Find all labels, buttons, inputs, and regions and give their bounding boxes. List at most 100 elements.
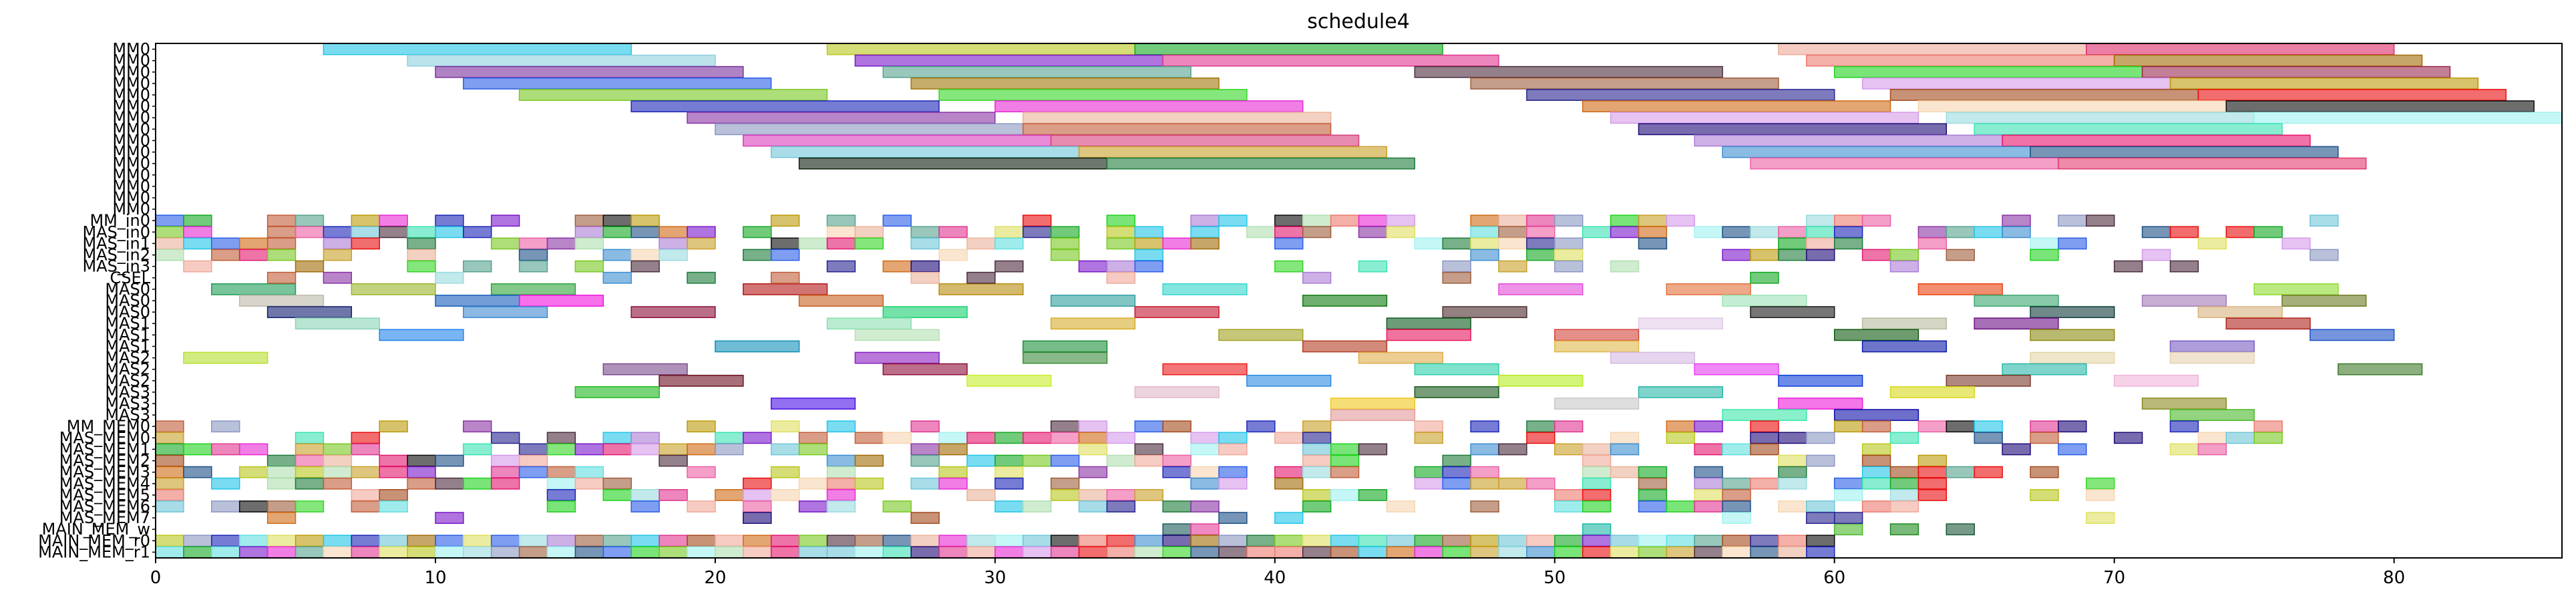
y-tick-label: MM0	[112, 86, 150, 104]
slot-bar-20-27	[910, 271, 940, 284]
slot-bar-33-32	[1050, 420, 1080, 433]
slot-bar-34-12	[490, 432, 520, 444]
slot-bar-44-32	[1050, 546, 1080, 559]
slot-bar-15-15	[574, 214, 604, 227]
bar-75	[1134, 306, 1220, 319]
slot-bar-18-3	[238, 249, 268, 261]
slot-bar-40-14	[546, 500, 576, 512]
slot-bar-36-0	[155, 454, 184, 467]
bar-125	[1414, 386, 1499, 398]
bar-22	[1526, 89, 1835, 101]
bar-88	[379, 329, 464, 341]
bar-112	[1414, 363, 1499, 375]
slot-bar-16-7	[351, 226, 380, 239]
slot-bar-39-32	[1050, 489, 1080, 501]
slot-bar-40-59	[1806, 500, 1835, 512]
slot-bar-44-19	[687, 546, 716, 559]
slot-bar-15-53	[1638, 214, 1668, 227]
slot-bar-19-52	[1610, 260, 1640, 273]
slot-bar-44-58	[1778, 546, 1807, 559]
slot-bar-15-10	[435, 214, 464, 227]
slot-bar-37-38	[1218, 466, 1248, 478]
bar-24	[2197, 89, 2507, 101]
slot-bar-18-47	[1470, 249, 1499, 261]
slot-bar-40-33	[1078, 500, 1108, 512]
slot-bar-35-73	[2197, 443, 2227, 456]
slot-bar-34-34	[1106, 432, 1136, 444]
slot-bar-34-14	[546, 432, 576, 444]
y-tick-label: MAS_in3	[82, 257, 150, 276]
slot-bar-20-22	[770, 271, 800, 284]
y-tick-label: MAS_MEM0	[59, 428, 150, 447]
slot-bar-43-6	[323, 535, 353, 547]
slot-bar-38-28	[938, 477, 968, 490]
slot-bar-16-10	[435, 226, 464, 239]
slot-bar-18-9	[407, 249, 436, 261]
bar-32	[1610, 112, 1919, 124]
slot-bar-15-17	[630, 214, 660, 227]
y-tick-label: MAS2	[105, 371, 150, 390]
slot-bar-39-43	[1358, 489, 1388, 501]
slot-bar-37-41	[1302, 466, 1332, 478]
slot-bar-18-4	[266, 249, 297, 261]
chart-title: schedule4	[1307, 10, 1410, 33]
slot-bar-33-33	[1078, 420, 1108, 433]
slot-bar-37-61	[1861, 466, 1891, 478]
slot-bar-33-24	[826, 420, 856, 433]
slot-bar-44-3	[238, 546, 268, 559]
bar-111	[1162, 363, 1248, 375]
slot-bar-20-6	[323, 271, 353, 284]
slot-bar-16-47	[1470, 226, 1499, 239]
slot-bar-41-38	[1218, 512, 1248, 524]
bar-38	[1974, 123, 2283, 136]
slot-bar-15-77	[2310, 214, 2339, 227]
slot-bar-15-49	[1526, 214, 1555, 227]
bar-52	[351, 283, 436, 295]
bar-65	[1050, 295, 1136, 307]
bar-27	[1582, 100, 1891, 113]
slot-bar-44-45	[1414, 546, 1443, 559]
slot-bar-19-11	[463, 260, 492, 273]
slot-bar-37-64	[1946, 466, 1975, 478]
slot-bar-35-0	[155, 443, 184, 456]
bar-80	[295, 317, 380, 330]
bar-50	[2058, 157, 2367, 170]
slot-bar-33-11	[463, 420, 492, 433]
bar-139	[1582, 523, 1612, 536]
slot-bar-35-18	[659, 443, 688, 456]
slot-bar-16-24	[826, 226, 856, 239]
slot-bar-39-50	[1554, 489, 1584, 501]
slot-bar-18-77	[2310, 249, 2339, 261]
bar-54	[743, 283, 828, 295]
bar-44	[1078, 146, 1388, 158]
slot-bar-37-45	[1414, 466, 1443, 478]
slot-bar-34-32	[1050, 432, 1080, 444]
slot-bar-16-57	[1750, 226, 1779, 239]
slot-bar-35-35	[1134, 443, 1163, 456]
slot-bar-39-55	[1694, 489, 1723, 501]
slot-bar-17-53	[1638, 237, 1668, 250]
slot-bar-37-6	[323, 466, 353, 478]
slot-bar-37-47	[1470, 466, 1499, 478]
slot-bar-40-41	[1302, 500, 1332, 512]
slot-bar-18-61	[1861, 249, 1891, 261]
slot-bar-36-10	[435, 454, 464, 467]
slot-bar-40-19	[687, 500, 716, 512]
slot-bar-16-0	[155, 226, 184, 239]
slot-bar-16-32	[1050, 226, 1080, 239]
slot-bar-33-0	[155, 420, 184, 433]
bar-110	[882, 363, 968, 375]
slot-bar-16-48	[1498, 226, 1527, 239]
slot-bar-37-62	[1889, 466, 1919, 478]
slot-bar-40-4	[266, 500, 297, 512]
slot-bar-15-37	[1190, 214, 1220, 227]
bar-30	[687, 112, 996, 124]
slot-bar-43-24	[826, 535, 856, 547]
slot-bar-17-0	[155, 237, 184, 250]
bar-19	[2169, 78, 2479, 90]
slot-bar-36-42	[1330, 454, 1360, 467]
bar-13	[1833, 65, 2143, 78]
slot-bar-18-2	[211, 249, 240, 261]
slot-bar-33-19	[687, 420, 716, 433]
slot-bar-44-11	[463, 546, 492, 559]
